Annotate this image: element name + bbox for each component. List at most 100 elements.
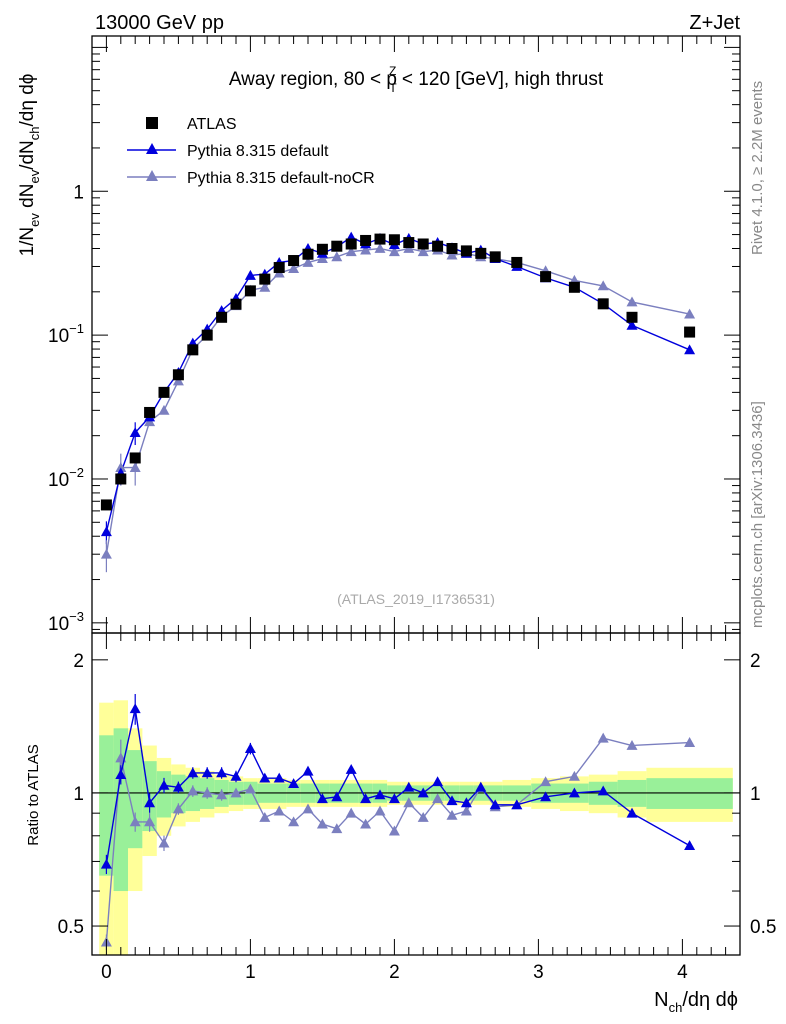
main-point-atlas (187, 344, 199, 356)
header-left: 13000 GeV pp (95, 12, 224, 34)
main-marks (100, 231, 696, 573)
legend-marker-nocr (146, 170, 158, 181)
ratio-point-nocr (273, 805, 285, 816)
main-point-atlas (460, 245, 472, 257)
main-point-default (684, 344, 696, 355)
ratio-line-nocr (105, 737, 690, 943)
ratio-ytick-label: 1 (73, 784, 84, 805)
legend-label-default: Pythia 8.315 default (187, 143, 329, 160)
ratio-point-default (201, 767, 213, 778)
ratio-point-default (158, 779, 170, 790)
main-point-atlas (216, 311, 228, 323)
ratio-point-nocr (230, 787, 242, 798)
y-label-3: /dN (17, 140, 38, 170)
main-ytick-label-base: 10 (48, 614, 69, 635)
ratio-point-default (172, 781, 184, 792)
main-point-atlas (316, 243, 328, 255)
ratio-point-default (374, 789, 386, 800)
main-point-nocr (388, 246, 400, 257)
main-point-nocr (115, 462, 127, 472)
main-ytick-label-base: 1 (73, 182, 84, 203)
ratio-point-default (360, 793, 372, 804)
x-tick-label: 2 (389, 962, 400, 983)
x-label-1: N (654, 989, 668, 1011)
ratio-band-stat (646, 778, 733, 809)
ratio-point-nocr (460, 805, 472, 816)
main-ytick-label-exp: −2 (69, 465, 84, 480)
ratio-point-default (597, 785, 609, 796)
ratio-marks (100, 694, 696, 950)
y-axis-label: 1/Nev dNev/dNch/dη dϕ (17, 74, 42, 257)
main-ytick-label-base: 10 (48, 470, 69, 491)
plot-title-pre: Away region, 80 < p (229, 69, 397, 90)
ratio-point-nocr (331, 823, 343, 834)
main-point-atlas (475, 247, 487, 259)
ratio-point-default (244, 743, 256, 753)
main-point-nocr (316, 253, 328, 264)
ratio-point-default (388, 793, 400, 804)
main-point-nocr (172, 375, 184, 386)
ratio-axis-ticks: 0.5 0.5 1 1 2 2 0 1 2 3 4 (58, 633, 776, 983)
ratio-point-default (540, 791, 552, 802)
main-axis-ticks: 10−310−210−11 (48, 36, 741, 635)
y-label-sub-1: ev (27, 213, 42, 227)
main-point-default (244, 269, 256, 280)
x-tick-label: 1 (245, 962, 256, 983)
main-point-nocr (288, 263, 300, 273)
main-point-atlas (331, 240, 343, 252)
ratio-band-stat (113, 728, 128, 892)
ratio-point-nocr (540, 776, 552, 787)
ratio-point-default (216, 767, 228, 778)
legend-label-atlas: ATLAS (187, 116, 237, 133)
ratio-point-default (568, 787, 580, 798)
main-point-nocr (331, 251, 343, 262)
legend-marker-atlas (146, 117, 158, 129)
ratio-point-nocr (158, 837, 170, 848)
main-ytick-label: 10−1 (48, 321, 84, 347)
main-point-atlas (540, 271, 552, 283)
ratio-point-nocr (446, 809, 458, 820)
ratio-point-nocr (129, 816, 141, 827)
ratio-point-nocr (172, 803, 184, 814)
ratio-point-default (331, 791, 343, 802)
ratio-bands (99, 700, 733, 955)
x-label-sub: ch (669, 1000, 683, 1015)
main-point-atlas (273, 262, 285, 274)
main-ytick-label-exp: −1 (69, 321, 84, 336)
main-ytick-label: 1 (73, 182, 84, 203)
ratio-point-default (187, 767, 199, 778)
main-line-nocr (105, 247, 690, 555)
y-label-1: 1/N (17, 227, 38, 257)
main-point-nocr (345, 246, 357, 257)
main-point-atlas (244, 285, 256, 297)
analysis-watermark: (ATLAS_2019_I1736531) (337, 591, 495, 607)
main-point-atlas (403, 237, 415, 249)
ratio-panel: 0.5 0.5 1 1 2 2 0 1 2 3 4 Ratio to ATLAS Nch/dη dϕ (25, 632, 776, 1015)
ratio-point-nocr (432, 793, 444, 804)
ratio-point-default (417, 787, 429, 798)
ratio-point-default (460, 797, 472, 808)
ratio-point-default (626, 807, 638, 818)
main-point-atlas (345, 238, 357, 250)
main-point-nocr (446, 249, 458, 260)
main-point-atlas (374, 233, 386, 245)
ratio-point-default (273, 772, 285, 783)
ratio-point-nocr (201, 787, 213, 798)
main-point-atlas (288, 255, 300, 267)
ratio-point-nocr (388, 825, 400, 836)
main-point-atlas (417, 238, 429, 250)
main-point-atlas (172, 369, 184, 381)
y-label-2: dN (17, 184, 38, 214)
ratio-point-nocr (302, 803, 314, 814)
ratio-point-nocr (288, 816, 300, 827)
main-point-atlas (129, 452, 141, 464)
main-point-atlas (432, 240, 444, 252)
main-point-default (100, 526, 112, 537)
ratio-frame (91, 632, 741, 956)
main-point-atlas (511, 256, 523, 268)
ratio-point-default (288, 778, 300, 788)
main-point-atlas (446, 243, 458, 255)
ratio-point-nocr (417, 811, 429, 822)
main-point-nocr (259, 281, 271, 292)
main-ytick-label-base: 10 (48, 326, 69, 347)
